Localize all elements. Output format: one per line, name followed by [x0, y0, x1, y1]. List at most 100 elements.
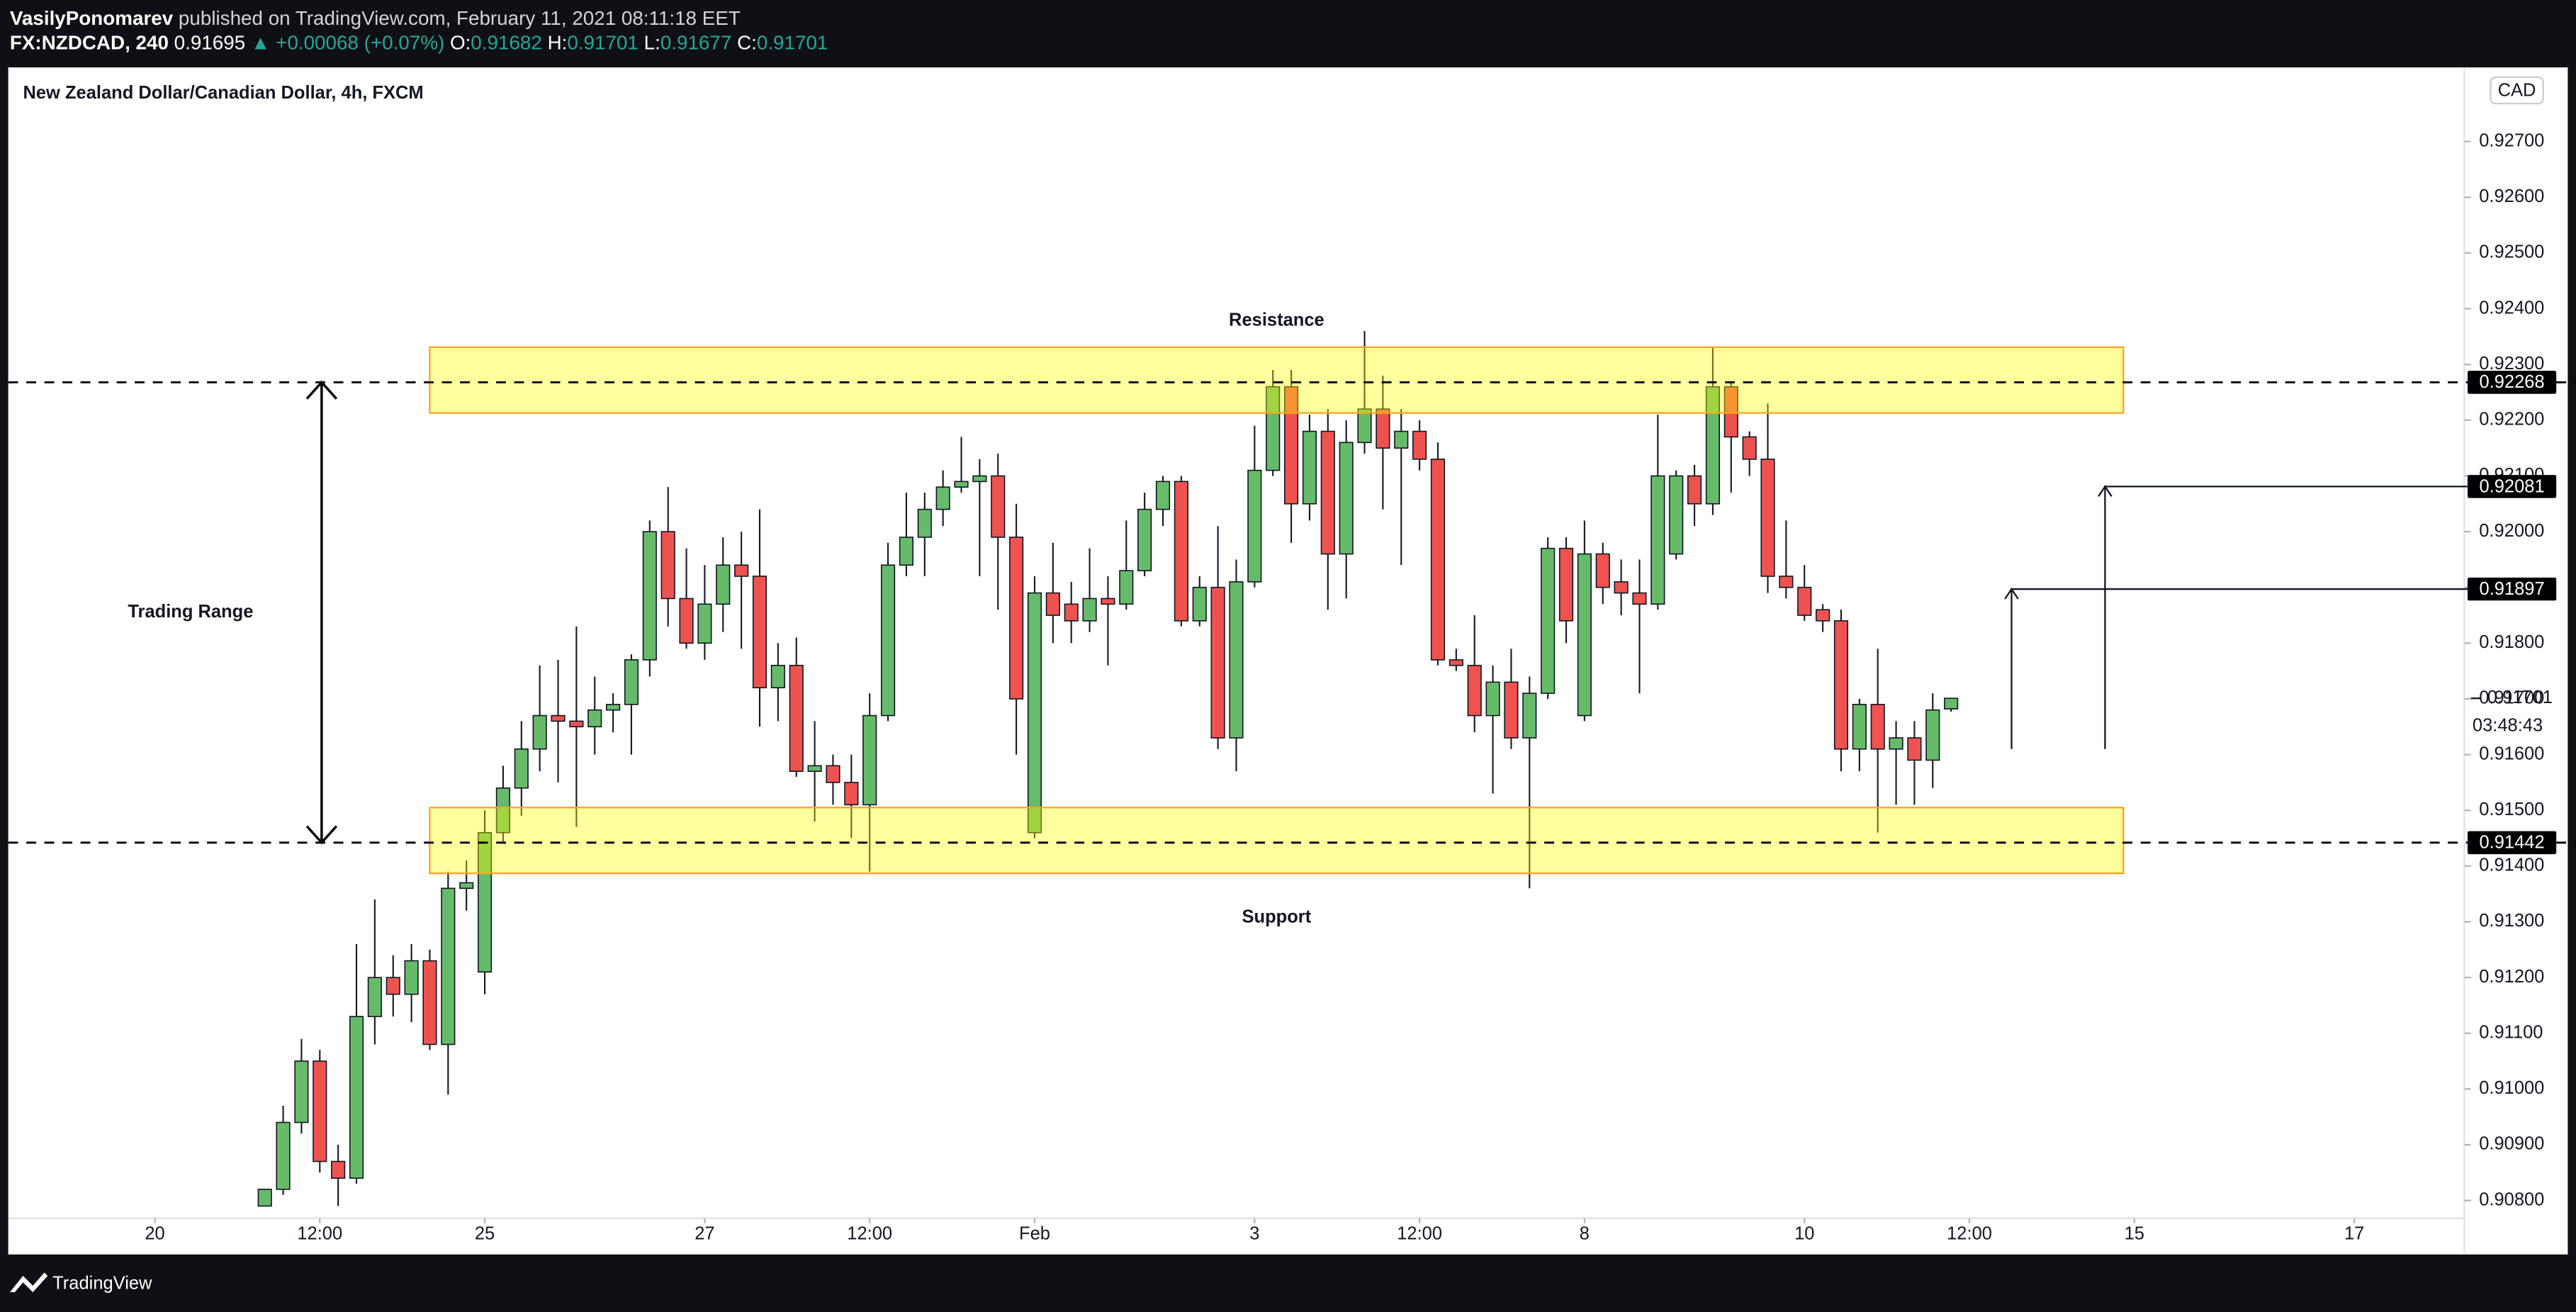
candle-body	[1504, 681, 1519, 739]
y-tick-label: 0.91300	[2479, 911, 2544, 931]
candle-body	[752, 576, 767, 689]
candle-body	[1430, 459, 1446, 661]
candle-body	[495, 787, 511, 834]
header-line: VasilyPonomarev published on TradingView…	[10, 7, 741, 29]
candle-body	[789, 664, 804, 772]
candle-body	[880, 564, 896, 717]
currency-badge[interactable]	[2490, 76, 2544, 105]
range-label: Trading Range	[128, 602, 253, 622]
candle-body	[459, 882, 474, 890]
candle-body	[1687, 475, 1702, 505]
candle-body	[1558, 547, 1574, 622]
candle-body	[1064, 603, 1079, 622]
candle-body	[1797, 586, 1812, 616]
footer-brand: TradingView	[52, 1273, 152, 1293]
author: VasilyPonomarev	[10, 7, 174, 29]
y-tick-label: 0.90800	[2479, 1189, 2544, 1209]
candle-body	[1412, 430, 1427, 460]
candle-body	[1247, 469, 1262, 583]
candle-body	[1907, 737, 1922, 761]
candle-body	[1266, 386, 1281, 471]
quote-line: FX:NZDCAD, 240 0.91695 ▲ +0.00068 (+0.07…	[10, 32, 828, 54]
candle-body	[1027, 592, 1042, 834]
candle-body	[826, 765, 840, 783]
x-tick-label: Feb	[1019, 1224, 1050, 1244]
candle-body	[551, 714, 566, 722]
ohlc-key: H:	[548, 32, 568, 54]
candle-body	[1614, 581, 1629, 594]
candle-body	[1816, 609, 1830, 622]
candle-body	[313, 1060, 327, 1162]
candle-body	[660, 531, 675, 600]
candle-body	[899, 537, 914, 566]
candle-body	[697, 603, 712, 644]
y-tick-label: 0.92700	[2479, 130, 2544, 150]
candle-body	[1357, 408, 1372, 444]
x-tick-label: 12:00	[1397, 1224, 1442, 1244]
candle-body	[954, 481, 969, 488]
candle-body	[1889, 737, 1903, 750]
x-tick-label: 12:00	[1947, 1224, 1992, 1244]
candle-body	[422, 960, 437, 1045]
candle-body	[1101, 598, 1115, 605]
candle-body	[331, 1160, 346, 1179]
y-tick-label: 0.91000	[2479, 1078, 2544, 1098]
x-tick-label: 12:00	[297, 1224, 342, 1244]
candle-body	[1485, 681, 1500, 717]
candle-body	[1852, 704, 1867, 750]
candle-body	[734, 564, 749, 577]
price-label-box	[2467, 831, 2557, 855]
candle-body	[770, 664, 785, 689]
y-tick-label: 0.91100	[2479, 1022, 2543, 1042]
candle-body	[642, 531, 657, 661]
candle-body	[276, 1121, 291, 1190]
candle-body	[477, 831, 493, 973]
candle-body	[1760, 459, 1775, 577]
candle-body	[1925, 709, 1940, 761]
candle-body	[1944, 697, 1959, 710]
candle-body	[1210, 586, 1225, 739]
y-tick-label: 0.92400	[2479, 298, 2544, 318]
candle-body	[1155, 481, 1171, 510]
candle-body	[972, 475, 987, 483]
price-label: 0.92268	[2480, 372, 2545, 392]
x-tick-label: 8	[1580, 1224, 1590, 1244]
candle-body	[1870, 704, 1885, 750]
candle-body	[807, 765, 822, 772]
ohlc-key: O:	[450, 32, 471, 54]
candle-body	[532, 714, 547, 750]
candle-body	[624, 659, 639, 705]
candle-body	[294, 1060, 309, 1123]
candle-body	[1045, 592, 1060, 616]
price-label: 0.91442	[2480, 833, 2545, 853]
y-tick-label: 0.92500	[2479, 242, 2544, 262]
candle-body	[862, 714, 877, 806]
candle-body	[1779, 576, 1794, 588]
candle-body	[349, 1016, 364, 1179]
candle-body	[1541, 547, 1556, 694]
price-label: 0.91897	[2480, 579, 2545, 599]
candle-body	[367, 977, 382, 1017]
candle-body	[1339, 442, 1354, 555]
x-tick-label: 25	[475, 1224, 495, 1244]
projection-head	[2098, 485, 2113, 497]
candle-body	[441, 887, 456, 1045]
candle-body	[1595, 553, 1610, 588]
x-tick-label: 27	[694, 1224, 714, 1244]
candle-body	[1723, 386, 1738, 438]
symbol: FX:NZDCAD, 240	[10, 32, 169, 54]
candle-body	[1137, 508, 1152, 571]
y-tick-label: 0.92600	[2479, 186, 2544, 206]
candle-body	[716, 564, 731, 605]
price-label-box	[2467, 371, 2557, 394]
zone-label: Support	[1242, 907, 1312, 926]
projection-head	[2004, 587, 2019, 600]
price-label-box	[2467, 475, 2557, 498]
candle-body	[386, 977, 400, 995]
last: 0.91695	[174, 32, 246, 54]
candle-body	[1632, 592, 1647, 605]
candle-body	[1302, 430, 1317, 505]
change: ▲ +0.00068 (+0.07%)	[251, 32, 444, 54]
currency: CAD	[2498, 80, 2536, 100]
candle-body	[1650, 475, 1665, 605]
